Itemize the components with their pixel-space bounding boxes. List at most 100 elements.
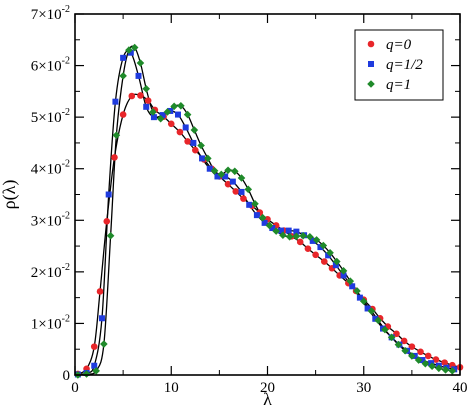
diamond-marker (312, 236, 321, 244)
legend-label: q=0 (386, 37, 412, 53)
square-marker (364, 305, 371, 312)
circle-marker (424, 352, 432, 360)
diamond-marker (367, 307, 376, 315)
square-marker (229, 178, 236, 185)
x-tick-label: 30 (356, 380, 371, 396)
square-marker (143, 103, 150, 110)
circle-marker (432, 356, 440, 363)
diamond-marker (125, 46, 133, 54)
diamond-marker (319, 241, 328, 250)
diamond-marker (292, 232, 301, 241)
diamond-marker (100, 340, 108, 348)
square-marker (293, 228, 300, 235)
circle-marker (90, 343, 98, 350)
circle-marker (119, 111, 127, 118)
legend: q=0 q=1/2 q=1 (354, 29, 444, 101)
circle-marker (184, 138, 191, 145)
diamond-marker (299, 231, 307, 240)
diamond-marker (163, 108, 172, 116)
diamond-marker (130, 43, 139, 52)
diamond-marker (408, 352, 416, 360)
square-marker (214, 173, 221, 180)
square-marker (135, 72, 142, 79)
square-marker (349, 283, 356, 290)
diamond-marker (136, 59, 145, 67)
circle-marker (111, 154, 118, 161)
square-marker (261, 219, 268, 226)
diamond-marker (285, 232, 294, 241)
square-marker (285, 227, 292, 234)
diamond-marker (326, 248, 334, 257)
diamond-marker (112, 131, 121, 139)
circle-marker (128, 92, 136, 100)
x-tick-label: 40 (453, 380, 468, 396)
diamond-marker (258, 213, 267, 222)
diamond-marker (346, 277, 355, 285)
diamond-marker (435, 364, 443, 373)
square-marker (127, 49, 134, 56)
series-curve-0 (77, 93, 461, 375)
circle-marker (400, 337, 408, 345)
diamond-marker (333, 257, 341, 266)
diamond-marker (381, 325, 389, 334)
square-marker (91, 362, 98, 369)
diamond-marker (119, 72, 127, 80)
square-marker (167, 107, 174, 114)
square-marker (222, 173, 229, 180)
diamond-marker (183, 110, 192, 119)
diamond-marker (448, 367, 457, 375)
square-marker (372, 315, 379, 322)
square-marker (120, 54, 127, 61)
legend-label: q=1/2 (386, 57, 423, 73)
circle-marker (240, 195, 247, 202)
y-tick-label: 5×10-2 (31, 107, 70, 126)
circle-marker (312, 251, 319, 259)
diamond-marker (106, 231, 115, 240)
square-marker (238, 188, 245, 195)
square-marker (356, 294, 363, 301)
y-tick-label: 1×10-2 (31, 313, 70, 332)
diamond-marker (251, 199, 259, 208)
square-marker (150, 114, 157, 121)
diamond-marker (230, 167, 239, 176)
diamond-marker (204, 154, 212, 163)
diamond-marker (197, 141, 205, 150)
square-marker (98, 315, 105, 322)
circle-marker (144, 97, 152, 104)
square-marker (112, 98, 119, 105)
y-tick-labels: 0 1×10-2 2×10-2 3×10-2 4×10-2 5×10-2 6×10-2 7×1… (31, 4, 70, 384)
square-marker (206, 165, 213, 172)
diamond-marker (374, 316, 382, 325)
square-marker (317, 244, 324, 251)
square-marker (277, 227, 284, 234)
diamond-marker (306, 232, 314, 241)
diamond-marker (421, 359, 430, 368)
square-marker (428, 360, 435, 367)
circle-marker (103, 218, 111, 225)
x-tick-label: 10 (164, 380, 179, 396)
y-axis-title: ρ(λ) (0, 180, 20, 210)
diamond-marker (265, 221, 274, 230)
x-tick-label: 0 (71, 380, 79, 396)
x-axis-title: λ (263, 389, 272, 409)
square-marker (105, 191, 112, 198)
diamond-marker (244, 185, 253, 194)
square-marker (340, 272, 347, 279)
diamond-marker (279, 231, 287, 240)
y-tick-label: 2×10-2 (31, 262, 70, 281)
x-tick-labels: 0 10 20 30 40 (71, 380, 467, 396)
diamond-marker (92, 367, 100, 375)
diamond-marker (272, 227, 280, 235)
diamond-marker (190, 126, 199, 134)
diamond-marker (82, 370, 91, 378)
series-markers-0 (74, 92, 464, 378)
square-marker (419, 357, 426, 364)
axis-ticks (74, 13, 461, 376)
y-tick-label: 0 (63, 368, 71, 384)
square-marker (182, 124, 189, 131)
circle-marker (96, 288, 104, 295)
diamond-marker (353, 287, 361, 295)
diamond-marker (359, 297, 368, 306)
diamond-marker (387, 333, 396, 342)
